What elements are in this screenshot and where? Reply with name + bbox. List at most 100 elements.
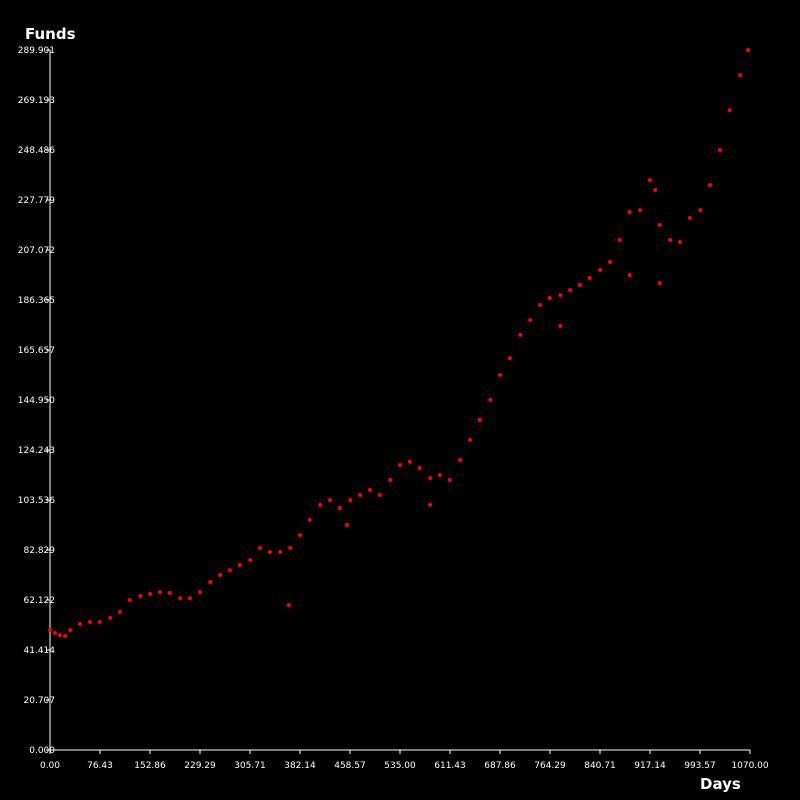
- data-point: [746, 48, 751, 53]
- data-point: [208, 579, 213, 584]
- y-axis-label: Funds: [25, 25, 76, 43]
- data-point: [498, 373, 503, 378]
- x-tick-label: 1070.00: [731, 761, 768, 771]
- y-tick-label: 144.950: [18, 396, 55, 406]
- y-tick-label: 62.122: [24, 596, 56, 606]
- data-point: [227, 568, 232, 573]
- x-tick-label: 611.43: [434, 761, 466, 771]
- data-point: [717, 147, 722, 152]
- data-point: [68, 627, 73, 632]
- data-point: [148, 592, 153, 597]
- x-tick-label: 0.00: [40, 761, 60, 771]
- data-point: [348, 498, 353, 503]
- data-point: [598, 267, 603, 272]
- data-point: [638, 208, 643, 213]
- x-axis-label: Days: [700, 775, 741, 793]
- y-tick-label: 103.536: [18, 496, 55, 506]
- data-point: [627, 210, 632, 215]
- x-tick-label: 535.00: [384, 761, 416, 771]
- data-point: [218, 572, 223, 577]
- data-point: [528, 317, 533, 322]
- data-point: [558, 293, 563, 298]
- data-point: [367, 487, 372, 492]
- y-tick-label: 0.000: [29, 746, 55, 756]
- data-point: [428, 476, 433, 481]
- data-point: [668, 238, 673, 243]
- data-point: [417, 465, 422, 470]
- x-tick-label: 76.43: [87, 761, 113, 771]
- data-point: [57, 633, 62, 638]
- data-point: [538, 302, 542, 307]
- data-point: [52, 630, 57, 635]
- data-point: [188, 596, 192, 601]
- y-tick-label: 82.829: [24, 546, 56, 556]
- data-point: [428, 502, 433, 507]
- data-point: [407, 459, 412, 464]
- data-point: [727, 108, 732, 113]
- x-tick-label: 840.71: [584, 761, 616, 771]
- data-point: [345, 522, 350, 527]
- data-point: [678, 239, 682, 244]
- data-point: [468, 437, 472, 442]
- y-tick-label: 20.707: [24, 696, 56, 706]
- y-tick-label: 186.365: [18, 296, 55, 306]
- data-point: [437, 472, 442, 477]
- data-point: [157, 590, 162, 595]
- data-point: [78, 621, 83, 626]
- data-point: [608, 260, 612, 265]
- data-point: [197, 590, 202, 595]
- data-point: [518, 332, 523, 337]
- x-tick-label: 917.14: [634, 761, 666, 771]
- data-point: [178, 596, 183, 601]
- data-point: [627, 273, 632, 278]
- data-point: [138, 593, 143, 598]
- data-point: [657, 223, 662, 228]
- data-point: [568, 288, 573, 293]
- data-point: [328, 498, 332, 503]
- y-tick-label: 269.193: [18, 96, 55, 106]
- data-point: [738, 73, 743, 78]
- data-point: [558, 323, 563, 328]
- data-point: [488, 397, 493, 402]
- y-tick-label: 227.779: [18, 196, 55, 206]
- y-tick-label: 165.657: [18, 346, 55, 356]
- data-point: [708, 182, 713, 187]
- data-point: [286, 603, 291, 608]
- x-tick-label: 993.57: [684, 761, 716, 771]
- y-tick-label: 248.486: [18, 146, 55, 156]
- data-point: [87, 620, 92, 625]
- data-point: [698, 208, 703, 213]
- x-tick-label: 305.71: [234, 761, 266, 771]
- x-tick-label: 764.29: [534, 761, 566, 771]
- x-tick-label: 229.29: [184, 761, 216, 771]
- data-point: [288, 545, 293, 550]
- data-point: [547, 295, 552, 300]
- y-tick-label: 289.901: [18, 46, 55, 56]
- data-point: [617, 238, 622, 243]
- data-point: [337, 506, 342, 511]
- data-point: [447, 478, 452, 483]
- data-point: [278, 550, 283, 555]
- data-point: [377, 493, 382, 498]
- y-tick-label: 207.072: [18, 246, 55, 256]
- data-point: [388, 478, 393, 483]
- data-point: [97, 620, 102, 625]
- data-point: [127, 598, 132, 603]
- data-point: [48, 627, 52, 632]
- x-tick-label: 152.86: [134, 761, 166, 771]
- data-point: [477, 417, 482, 422]
- data-point: [297, 533, 302, 538]
- data-point: [237, 563, 242, 568]
- data-point: [587, 275, 592, 280]
- data-point: [398, 463, 402, 468]
- y-tick-label: 41.414: [24, 646, 56, 656]
- data-point: [307, 517, 312, 522]
- data-point: [318, 502, 323, 507]
- data-point: [258, 545, 262, 550]
- data-point: [687, 216, 692, 221]
- data-point: [657, 281, 662, 286]
- data-point: [507, 356, 512, 361]
- data-point: [577, 282, 582, 287]
